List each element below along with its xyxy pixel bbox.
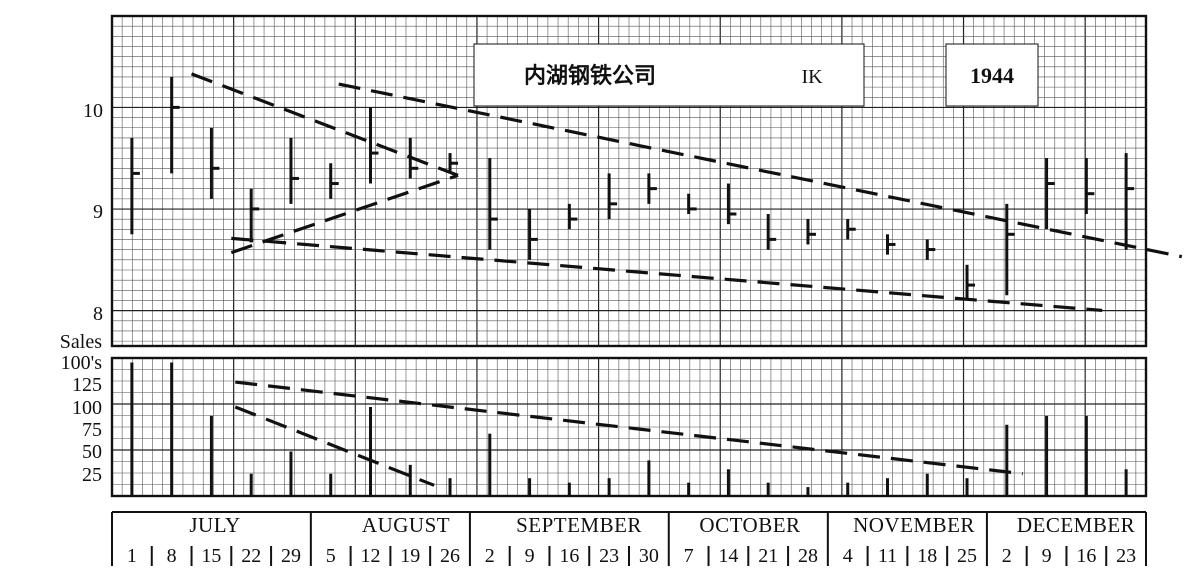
week-label: 1: [127, 545, 137, 567]
volume-axis-unit: 100's: [61, 352, 103, 374]
week-label: 9: [1042, 545, 1052, 567]
volume-bars: [130, 362, 1128, 496]
week-label: 23: [1116, 545, 1136, 567]
volume-axis-title: Sales: [60, 331, 102, 353]
month-label-november: NOVEMBER: [853, 513, 975, 537]
month-label-july: JULY: [189, 513, 240, 537]
week-label: 22: [241, 545, 261, 567]
month-label-september: SEPTEMBER: [516, 513, 642, 537]
week-label: 26: [440, 545, 460, 567]
grid-frame: [110, 14, 1148, 348]
trendlines: [190, 72, 1183, 487]
volume-trendline: [235, 380, 1023, 476]
volume-trendline: [234, 405, 435, 487]
price-trendline: [230, 173, 459, 255]
week-label: 21: [758, 545, 778, 567]
week-label: 19: [400, 545, 420, 567]
week-label: 28: [798, 545, 818, 567]
price-tick-label: 9: [93, 201, 103, 223]
volume-tick-label: 125: [72, 374, 102, 396]
week-label: 16: [559, 545, 579, 567]
week-label: 14: [718, 545, 738, 567]
week-label: 9: [525, 545, 535, 567]
grid-frame: [110, 356, 1148, 498]
week-label: 16: [1076, 545, 1096, 567]
week-label: 23: [599, 545, 619, 567]
week-label: 18: [917, 545, 937, 567]
week-label: 5: [326, 545, 336, 567]
volume-tick-label: 75: [82, 419, 102, 441]
header-year-box: [945, 43, 1039, 107]
week-label: 2: [485, 545, 495, 567]
month-label-october: OCTOBER: [699, 513, 800, 537]
volume-tick-label: 25: [82, 464, 102, 486]
chart-year: 1944: [970, 63, 1014, 88]
header-name-box: [473, 43, 865, 107]
price-bars: [130, 76, 1135, 301]
week-label: 8: [167, 545, 177, 567]
week-label: 11: [878, 545, 897, 567]
price-trendline: [338, 82, 1183, 259]
month-label-august: AUGUST: [362, 513, 450, 537]
week-label: 4: [843, 545, 853, 567]
week-label: 30: [639, 545, 659, 567]
week-label: 29: [281, 545, 301, 567]
company-name: 内湖钢铁公司: [524, 63, 656, 89]
price-tick-label: 8: [93, 303, 103, 325]
price-tick-label: 10: [83, 100, 103, 122]
week-label: 2: [1002, 545, 1012, 567]
volume-axis-labels: Sales 100's 125 100 75 50 25: [60, 331, 102, 486]
price-trendline: [190, 72, 459, 177]
week-label: 15: [201, 545, 221, 567]
chart-header: 内湖钢铁公司 IK 1944: [473, 43, 1039, 107]
price-axis-labels: 10 9 8: [83, 100, 103, 325]
time-axis: JULY AUGUST SEPTEMBER OCTOBER NOVEMBER D…: [111, 511, 1147, 567]
week-label: 12: [361, 545, 381, 567]
price-trendline: [231, 236, 1103, 313]
week-label: 7: [684, 545, 694, 567]
week-label: 25: [957, 545, 977, 567]
ticker-symbol: IK: [801, 66, 823, 88]
week-labels: 1 8 15 22 29 5 12 19 26 2 9 16 23 30 7 14 21 28 4 11 18 25 2 9 1…: [111, 512, 1147, 567]
volume-tick-label: 50: [82, 441, 102, 463]
volume-tick-label: 100: [72, 397, 102, 419]
month-label-december: DECEMBER: [1017, 513, 1135, 537]
